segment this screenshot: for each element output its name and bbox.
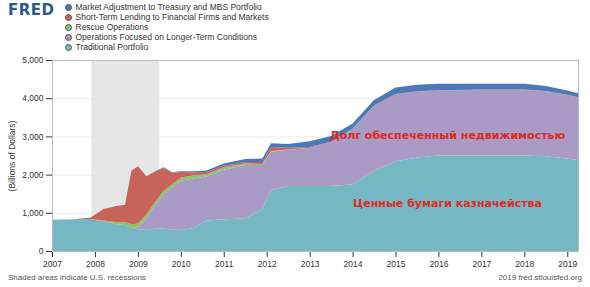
html-text:Operations Focused on Longer-T: Operations Focused on Longer-Term Condit… — [75, 32, 257, 42]
html-text:2019 fred.stlouisfed.org: 2019 fred.stlouisfed.org — [498, 273, 582, 282]
svg-text:2012: 2012 — [258, 259, 277, 269]
svg-text:2017: 2017 — [472, 259, 491, 269]
svg-text:2007: 2007 — [43, 259, 62, 269]
svg-text:2010: 2010 — [172, 259, 191, 269]
svg-text:2018: 2018 — [515, 259, 534, 269]
html-text:Shaded areas indicate U.S. rec: Shaded areas indicate U.S. recessions — [8, 273, 146, 282]
svg-text:2013: 2013 — [301, 259, 320, 269]
svg-text:2009: 2009 — [129, 259, 148, 269]
svg-text:2016: 2016 — [429, 259, 448, 269]
svg-text:4,000: 4,000 — [22, 93, 44, 103]
svg-text:5,000: 5,000 — [22, 55, 44, 65]
svg-text:1,000: 1,000 — [22, 208, 44, 218]
svg-text:Долг обеспеченный недвижимость: Долг обеспеченный недвижимостью — [330, 129, 566, 142]
html-text:Traditional Portfolio: Traditional Portfolio — [75, 42, 149, 52]
svg-text:2019: 2019 — [558, 259, 577, 269]
svg-text:2015: 2015 — [387, 259, 406, 269]
svg-text:Ценные бумаги казначейства: Ценные бумаги казначейства — [353, 197, 542, 210]
svg-text:3,000: 3,000 — [22, 132, 44, 142]
html-text:Short-Term Lending to Financia: Short-Term Lending to Financial Firms an… — [75, 12, 269, 22]
svg-text:2014: 2014 — [344, 259, 363, 269]
svg-text:0: 0 — [39, 246, 44, 256]
html-text:Rescue Operations: Rescue Operations — [75, 22, 149, 32]
svg-text:(Billions of Dollars): (Billions of Dollars) — [7, 120, 17, 191]
html-text:Market Adjustment to Treasury: Market Adjustment to Treasury and MBS Po… — [75, 2, 262, 12]
svg-text:2011: 2011 — [215, 259, 234, 269]
html-text:FRED: FRED — [8, 1, 55, 19]
svg-text:2008: 2008 — [86, 259, 105, 269]
svg-text:2,000: 2,000 — [22, 170, 44, 180]
